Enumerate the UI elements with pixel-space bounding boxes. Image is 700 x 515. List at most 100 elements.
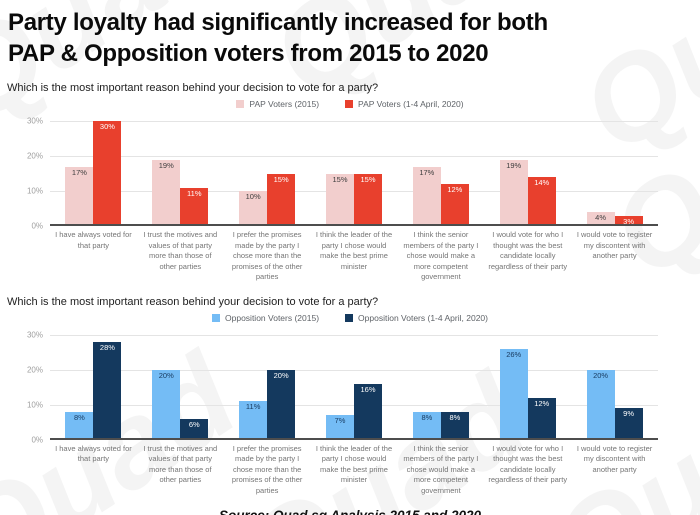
bar-group: 17% 12% [397, 121, 484, 227]
y-tick-label: 30% [26, 330, 43, 340]
page-title: Party loyalty had significantly increase… [8, 7, 690, 69]
bar: 4% [586, 212, 615, 227]
bar: 28% [93, 341, 122, 440]
legend-item: Opposition Voters (2015) [212, 313, 319, 323]
legend-label: Opposition Voters (2015) [225, 312, 320, 323]
bar-value-label: 17% [71, 167, 87, 177]
bar: 15% [267, 173, 296, 227]
chart-bars: 8% 28% 20% 6% 11% 20% 7% 16% 8% 8% 26% 12% 20% 9% [50, 335, 658, 440]
bar-value-label: 8% [74, 412, 85, 422]
bar: 16% [354, 383, 382, 440]
opposition-voters-chart: Which is the most important reason behin… [0, 296, 700, 497]
category-label: I think the leader of the party I chose … [315, 443, 393, 485]
bar-value-label: 20% [273, 370, 289, 380]
bar-value-label: 19% [506, 160, 522, 170]
bar: 26% [499, 348, 528, 440]
bar-value-label: 20% [158, 370, 174, 380]
bar-value-label: 11% [187, 188, 202, 198]
gridline [50, 121, 658, 123]
category-label: I prefer the promises made by the party … [231, 230, 303, 282]
bar-value-label: 3% [623, 216, 634, 226]
bar-group: 8% 8% [397, 335, 484, 440]
bar-value-label: 12% [534, 398, 550, 408]
bar-group: 20% 6% [137, 335, 224, 440]
bar: 17% [65, 166, 94, 227]
bar-value-label: 14% [534, 178, 550, 188]
legend-swatch-icon [212, 313, 221, 322]
gridline [50, 224, 658, 227]
category-label: I would vote for who I thought was the b… [488, 230, 568, 271]
chart-plot-area: 30% 20% 10% 0% 8% 28% 20% 6% 11% 20% 7% 16% 8% 8% 26%… [27, 330, 658, 444]
category-label: I prefer the promises made by the party … [231, 443, 303, 495]
gridline [50, 369, 658, 371]
category-label: I trust the motives and values of that p… [143, 230, 218, 271]
bar-value-label: 8% [421, 412, 433, 422]
bar-value-label: 16% [360, 384, 376, 394]
bar-value-label: 15% [360, 174, 376, 184]
bar: 6% [180, 418, 209, 440]
legend-item: Opposition Voters (1-4 April, 2020) [345, 313, 488, 323]
page-title-line-2: PAP & Opposition voters from 2015 to 202… [8, 40, 489, 68]
y-tick-label: 0% [31, 221, 43, 231]
legend-swatch-icon [345, 100, 354, 109]
bar: 15% [326, 173, 354, 227]
bar: 15% [354, 173, 382, 227]
bar-group: 7% 16% [311, 335, 398, 440]
chart-question: Which is the most important reason behin… [7, 82, 379, 95]
category-label: I think the senior members of the party … [403, 230, 479, 282]
bar-value-label: 11% [245, 402, 261, 412]
y-tick-label: 20% [26, 151, 43, 161]
chart-bars: 17% 30% 19% 11% 10% 15% 15% 15% 17% 12% 19% 14% 4% 3% [50, 121, 658, 227]
gridline [50, 437, 658, 440]
category-label: I trust the motives and values of that p… [143, 443, 218, 485]
legend-label: PAP Voters (1-4 April, 2020) [358, 99, 464, 110]
bar-value-label: 20% [593, 370, 609, 380]
category-label: I have always voted for that party [55, 230, 132, 250]
category-axis: I have always voted for that party I trus… [50, 444, 658, 497]
bar: 9% [614, 408, 643, 440]
content: Party loyalty had significantly increase… [0, 7, 700, 515]
bar: 20% [152, 369, 181, 440]
bar: 7% [326, 415, 354, 440]
legend-item: PAP Voters (1-4 April, 2020) [345, 99, 464, 109]
category-label: I would vote to register my discontent w… [576, 443, 653, 474]
bar-value-label: 4% [595, 213, 606, 223]
bar-value-label: 7% [334, 416, 346, 426]
bar: 19% [499, 159, 528, 227]
bar: 8% [65, 411, 94, 440]
bar-value-label: 15% [332, 174, 348, 184]
bar-value-label: 19% [158, 160, 174, 170]
source-note: Source: Quad.sg Analysis 2015 and 2020 [0, 508, 700, 515]
chart-legend: Opposition Voters (2015) Opposition Voter… [0, 313, 700, 323]
bar-value-label: 6% [188, 419, 200, 429]
bar: 30% [93, 121, 122, 227]
bar-value-label: 28% [99, 342, 115, 352]
page-title-line-1: Party loyalty had significantly increase… [8, 9, 548, 36]
category-label: I would vote to register my discontent w… [576, 230, 653, 261]
bar-value-label: 15% [273, 174, 289, 184]
chart-question: Which is the most important reason behin… [7, 295, 379, 308]
gridline [50, 156, 658, 158]
bar: 11% [180, 187, 209, 227]
bar-value-label: 26% [506, 349, 522, 359]
bar: 8% [412, 411, 441, 440]
bar-group: 20% 9% [571, 335, 658, 440]
bar-group: 8% 28% [50, 335, 137, 440]
category-axis: I have always voted for that party I trus… [50, 230, 658, 283]
legend-label: PAP Voters (2015) [249, 99, 320, 110]
y-tick-label: 10% [26, 400, 43, 410]
legend-label: Opposition Voters (1-4 April, 2020) [358, 312, 488, 323]
legend-swatch-icon [345, 313, 354, 322]
bar: 17% [412, 166, 441, 227]
bar-value-label: 10% [245, 192, 261, 202]
bar: 3% [614, 215, 643, 227]
y-tick-label: 0% [31, 435, 43, 445]
bar: 20% [586, 369, 615, 440]
chart-plot-area: 30% 20% 10% 0% 17% 30% 19% 11% 10% 15% 15% 15% 17% 1… [27, 117, 658, 231]
bar: 20% [267, 369, 296, 440]
bar-value-label: 17% [419, 167, 435, 177]
bar-value-label: 8% [449, 412, 461, 422]
category-label: I have always voted for that party [55, 443, 132, 464]
gridline [50, 334, 658, 336]
